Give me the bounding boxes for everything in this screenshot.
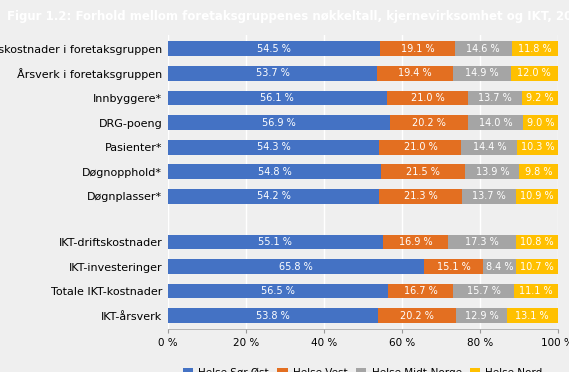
Bar — [168, 284, 388, 298]
Text: 10.7 %: 10.7 % — [520, 262, 554, 272]
Text: 9.2 %: 9.2 % — [526, 93, 554, 103]
Text: 9.0 %: 9.0 % — [527, 118, 554, 128]
Bar — [468, 91, 522, 105]
Text: 21.3 %: 21.3 % — [404, 192, 438, 201]
Bar — [379, 189, 462, 204]
Bar — [168, 66, 377, 81]
Text: 11.1 %: 11.1 % — [519, 286, 553, 296]
Text: 14.0 %: 14.0 % — [479, 118, 513, 128]
Bar — [382, 234, 448, 249]
Text: 17.3 %: 17.3 % — [465, 237, 499, 247]
Bar — [448, 234, 516, 249]
Text: 54.2 %: 54.2 % — [257, 192, 290, 201]
Bar — [168, 91, 386, 105]
Bar — [456, 308, 506, 323]
Text: 13.7 %: 13.7 % — [478, 93, 512, 103]
Bar — [381, 164, 465, 179]
Bar — [168, 259, 424, 274]
Text: 56.5 %: 56.5 % — [261, 286, 295, 296]
Bar — [453, 66, 511, 81]
Text: 16.7 %: 16.7 % — [404, 286, 438, 296]
Text: 9.8 %: 9.8 % — [525, 167, 552, 177]
Bar — [483, 259, 516, 274]
Bar — [516, 259, 558, 274]
Bar — [390, 115, 468, 130]
Text: 13.7 %: 13.7 % — [472, 192, 506, 201]
Bar — [465, 164, 519, 179]
Bar — [380, 140, 461, 155]
Text: 15.7 %: 15.7 % — [467, 286, 501, 296]
Text: 19.4 %: 19.4 % — [398, 68, 432, 78]
Bar — [168, 234, 382, 249]
Bar — [168, 42, 380, 56]
Legend: Helse Sør-Øst, Helse Vest, Helse Midt-Norge, Helse Nord: Helse Sør-Øst, Helse Vest, Helse Midt-No… — [179, 364, 547, 372]
Text: 56.1 %: 56.1 % — [260, 93, 294, 103]
Bar — [461, 140, 517, 155]
Bar — [388, 284, 453, 298]
Text: 10.8 %: 10.8 % — [520, 237, 554, 247]
Text: 11.8 %: 11.8 % — [518, 44, 551, 54]
Bar — [168, 308, 378, 323]
Text: 54.5 %: 54.5 % — [257, 44, 291, 54]
Bar — [517, 140, 558, 155]
Bar — [519, 164, 558, 179]
Bar — [377, 66, 453, 81]
Text: 8.4 %: 8.4 % — [486, 262, 513, 272]
Text: 54.3 %: 54.3 % — [257, 142, 291, 152]
Bar — [386, 91, 468, 105]
Text: 14.6 %: 14.6 % — [467, 44, 500, 54]
Text: 53.7 %: 53.7 % — [255, 68, 290, 78]
Text: 19.1 %: 19.1 % — [401, 44, 434, 54]
Text: 12.0 %: 12.0 % — [517, 68, 551, 78]
Text: 65.8 %: 65.8 % — [279, 262, 313, 272]
Bar — [516, 189, 558, 204]
Text: 13.1 %: 13.1 % — [516, 311, 549, 321]
Text: 12.9 %: 12.9 % — [464, 311, 498, 321]
Bar — [468, 115, 523, 130]
Bar — [378, 308, 456, 323]
Text: 56.9 %: 56.9 % — [262, 118, 296, 128]
Text: 21.5 %: 21.5 % — [406, 167, 440, 177]
Bar — [455, 42, 512, 56]
Bar — [512, 42, 558, 56]
Text: 20.2 %: 20.2 % — [400, 311, 434, 321]
Text: 54.8 %: 54.8 % — [258, 167, 291, 177]
Bar — [511, 66, 558, 81]
Text: 10.3 %: 10.3 % — [521, 142, 554, 152]
Bar — [506, 308, 558, 323]
Text: 14.9 %: 14.9 % — [465, 68, 498, 78]
Bar — [168, 115, 390, 130]
Text: 16.9 %: 16.9 % — [399, 237, 432, 247]
Text: 10.9 %: 10.9 % — [520, 192, 554, 201]
Bar — [168, 164, 381, 179]
Text: 21.0 %: 21.0 % — [403, 142, 438, 152]
Bar — [522, 91, 558, 105]
Bar — [516, 234, 558, 249]
Text: 20.2 %: 20.2 % — [412, 118, 446, 128]
Bar — [168, 140, 380, 155]
Bar — [453, 284, 514, 298]
Text: 13.9 %: 13.9 % — [476, 167, 509, 177]
Text: Figur 1.2: Forhold mellom foretaksgruppenes nøkkeltall, kjernevirksomhet og IKT,: Figur 1.2: Forhold mellom foretaksgruppe… — [7, 10, 569, 23]
Bar — [462, 189, 516, 204]
Bar — [514, 284, 558, 298]
Text: 14.4 %: 14.4 % — [473, 142, 506, 152]
Bar — [523, 115, 558, 130]
Text: 53.8 %: 53.8 % — [256, 311, 290, 321]
Text: 21.0 %: 21.0 % — [411, 93, 444, 103]
Text: 55.1 %: 55.1 % — [258, 237, 292, 247]
Text: 15.1 %: 15.1 % — [437, 262, 471, 272]
Bar — [380, 42, 455, 56]
Bar — [168, 189, 379, 204]
Bar — [424, 259, 483, 274]
